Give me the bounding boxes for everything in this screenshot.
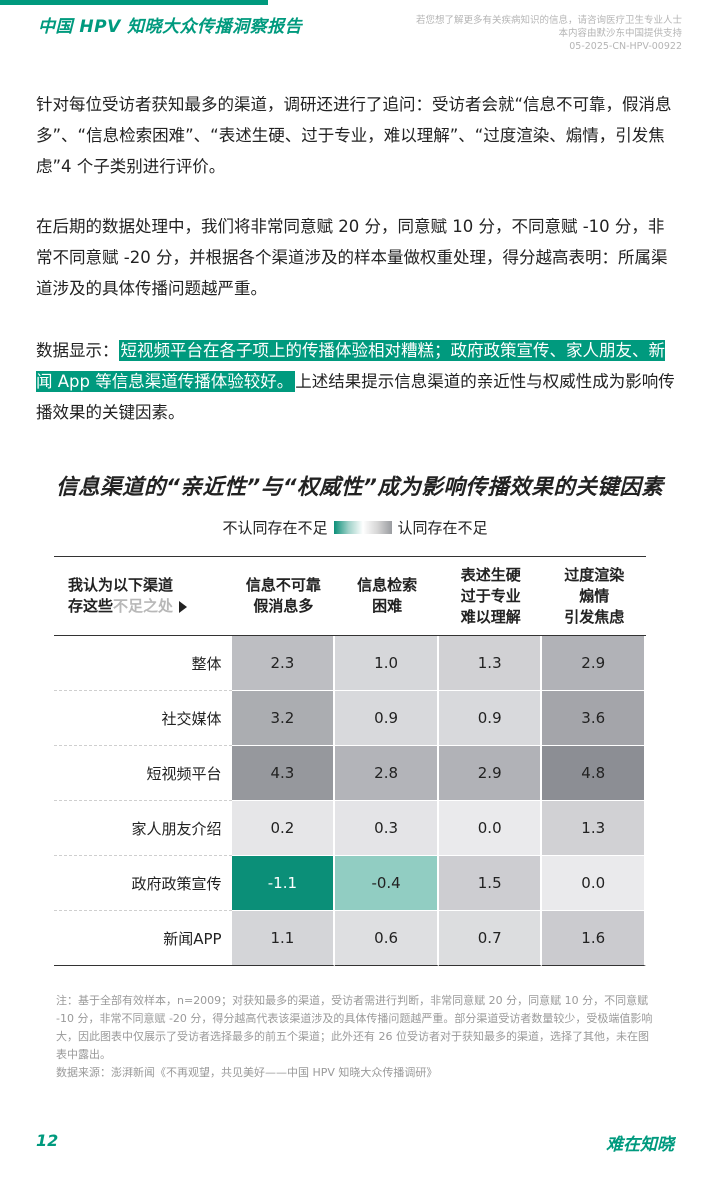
heatmap-cell: 1.0 [335, 636, 439, 691]
corner-line-2-b: 不足之处 [113, 597, 174, 615]
table-row: 家人朋友介绍 0.2 0.3 0.0 1.3 [54, 801, 646, 856]
header-disclaimer: 若您想了解更多有关疾病知识的信息，请咨询医疗卫生专业人士 本内容由默沙东中国提供… [416, 14, 682, 53]
heatmap-cell: 0.3 [335, 801, 439, 856]
heatmap-table: 我认为以下渠道 存这些不足之处 信息不可靠假消息多 信息检索困难 表述生硬过于专… [54, 556, 646, 966]
footnote: 注：基于全部有效样本，n=2009；对获知最多的渠道，受访者需进行判断，非常同意… [56, 992, 656, 1082]
paragraph-3: 数据显示： 短视频平台在各子项上的传播体验相对糟糕；政府政策宣传、家人朋友、新闻 … [36, 335, 676, 428]
report-title: 中国 HPV 知晓大众传播洞察报告 [38, 17, 303, 37]
table-row: 政府政策宣传 -1.1 -0.4 1.5 0.0 [54, 856, 646, 911]
column-header-line: 煽情 [579, 586, 610, 605]
footnote-note: 注：基于全部有效样本，n=2009；对获知最多的渠道，受访者需进行判断，非常同意… [56, 994, 653, 1061]
column-header-line: 表述生硬 [460, 565, 521, 584]
disclaimer-line: 本内容由默沙东中国提供支持 [558, 28, 682, 39]
disclaimer-line: 若您想了解更多有关疾病知识的信息，请咨询医疗卫生专业人士 [415, 15, 682, 26]
row-label: 整体 [54, 636, 232, 691]
heatmap-cell: 1.3 [438, 636, 543, 691]
row-label: 政府政策宣传 [54, 856, 232, 911]
row-label: 社交媒体 [54, 691, 232, 746]
column-header-line: 引发焦虑 [564, 607, 625, 626]
legend-gradient [333, 521, 392, 534]
legend-right-label: 认同存在不足 [397, 519, 488, 537]
heatmap-cell: 1.1 [231, 911, 336, 966]
row-label: 家人朋友介绍 [54, 801, 232, 856]
heatmap-cell: 0.9 [335, 691, 439, 746]
heatmap-cell: 0.0 [438, 801, 543, 856]
heatmap-cell: 2.9 [438, 746, 543, 801]
column-header-line: 假消息多 [253, 597, 314, 615]
table-row: 短视频平台 4.3 2.8 2.9 4.8 [54, 746, 646, 801]
column-header: 表述生硬过于专业难以理解 [438, 556, 543, 636]
legend-left-label: 不认同存在不足 [222, 519, 328, 537]
table-row: 新闻APP 1.1 0.6 0.7 1.6 [54, 911, 646, 966]
row-label: 新闻APP [54, 911, 232, 966]
paragraph-3-suffix: 上述结果提示信息渠道的亲近性与权威性成为影响传播效果的关键因素。 [36, 372, 675, 422]
column-header-line: 过于专业 [460, 586, 521, 605]
heatmap-cell: -1.1 [231, 856, 336, 911]
corner-line-1: 我认为以下渠道 [68, 576, 174, 594]
column-header: 信息不可靠 假消息多 [231, 556, 336, 636]
column-header-line: 难以理解 [460, 607, 521, 626]
corner-line-2: 存这些不足之处 [68, 596, 232, 617]
footnote-source: 数据来源：澎湃新闻《不再观望，共见美好——中国 HPV 知晓大众传播调研》 [56, 1066, 438, 1079]
heatmap-cell: 0.9 [438, 691, 543, 746]
column-header-line: 过度渲染 [564, 565, 625, 584]
brand-slogan: 难在知晓 [606, 1135, 674, 1155]
column-header-line: 困难 [372, 597, 403, 615]
heatmap-cell: 2.8 [335, 746, 439, 801]
paragraph-1: 针对每位受访者获知最多的渠道，调研还进行了追问：受访者会就“信息不可靠，假消息多… [36, 95, 672, 176]
chart-title: 信息渠道的“亲近性”与“权威性”成为影响传播效果的关键因素 [56, 475, 664, 500]
heatmap-cell: 0.2 [231, 801, 336, 856]
column-header: 过度渲染煽情引发焦虑 [542, 556, 646, 636]
column-header-line: 信息检索 [357, 576, 418, 594]
triangle-right-icon [179, 600, 188, 613]
heatmap-cell: 1.3 [542, 801, 646, 856]
heatmap-cell: 2.9 [542, 636, 646, 691]
heatmap-cell: 1.6 [542, 911, 646, 966]
heatmap-cell: 4.8 [542, 746, 646, 801]
table-row: 整体 2.3 1.0 1.3 2.9 [54, 636, 646, 691]
document-code: 05-2025-CN-HPV-00922 [569, 41, 682, 52]
row-label: 短视频平台 [54, 746, 232, 801]
column-header-line: 信息不可靠 [245, 576, 321, 594]
heatmap-cell: 3.2 [231, 691, 336, 746]
header-accent-bar [0, 0, 268, 5]
heatmap-cell: 1.5 [438, 856, 543, 911]
column-header: 信息检索 困难 [335, 556, 439, 636]
heatmap-cell: 0.0 [542, 856, 646, 911]
heatmap-cell: 4.3 [231, 746, 336, 801]
heatmap-cell: 0.7 [438, 911, 543, 966]
page-number: 12 [36, 1131, 59, 1150]
corner-line-2-a: 存这些 [68, 597, 114, 615]
heatmap-cell: 0.6 [335, 911, 439, 966]
heatmap-cell: 3.6 [542, 691, 646, 746]
color-legend: 不认同存在不足 认同存在不足 [0, 517, 710, 538]
paragraph-3-prefix: 数据显示： [36, 341, 119, 360]
header-row: 我认为以下渠道 存这些不足之处 信息不可靠假消息多 信息检索困难 表述生硬过于专… [54, 556, 646, 636]
table-row: 社交媒体 3.2 0.9 0.9 3.6 [54, 691, 646, 746]
paragraph-2: 在后期的数据处理中，我们将非常同意赋 20 分，同意赋 10 分，不同意赋 -1… [36, 217, 668, 298]
corner-header: 我认为以下渠道 存这些不足之处 [54, 556, 232, 636]
heatmap-cell: 2.3 [231, 636, 336, 691]
heatmap-cell: -0.4 [335, 856, 439, 911]
